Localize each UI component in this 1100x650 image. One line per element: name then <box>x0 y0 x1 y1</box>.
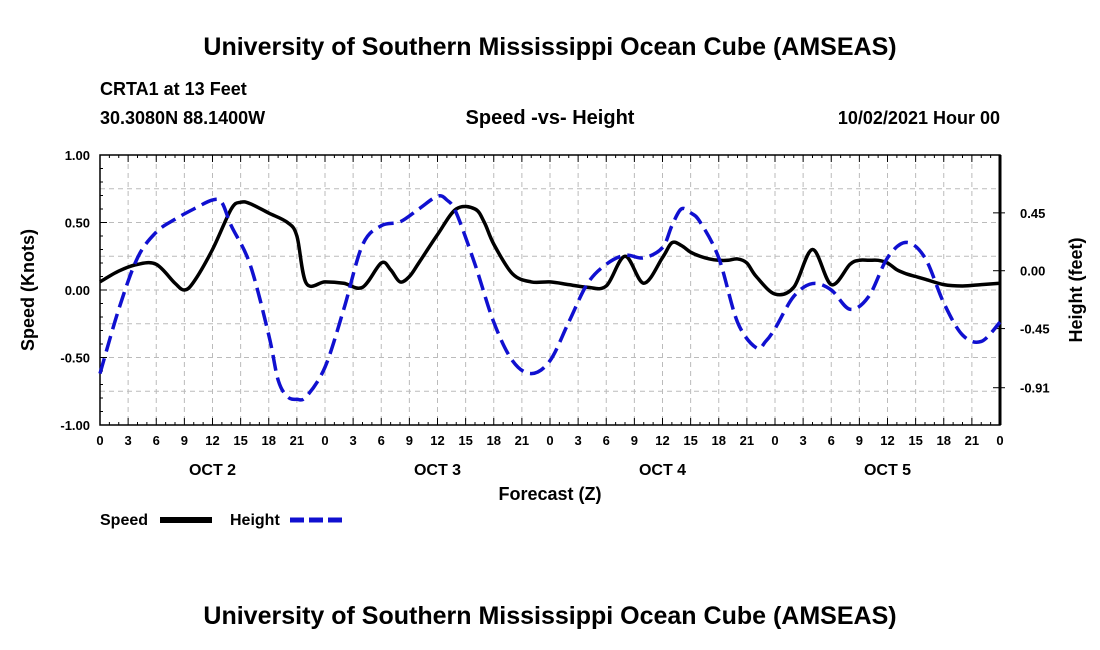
x-tick-label: 0 <box>321 433 328 448</box>
legend: Speed Height <box>100 512 342 529</box>
speed-series-line <box>99 200 1001 297</box>
x-tick-label: 3 <box>575 433 582 448</box>
x-tick-label: 18 <box>487 433 501 448</box>
y2-axis-label: Height (feet) <box>1066 238 1086 343</box>
chart-title: Speed -vs- Height <box>466 107 635 129</box>
x-tick-label: 15 <box>683 433 697 448</box>
y-tick-label: -0.50 <box>60 351 90 366</box>
footer-title: University of Southern Mississippi Ocean… <box>203 602 896 630</box>
x-tick-label: 15 <box>908 433 922 448</box>
forecast-datetime: 10/02/2021 Hour 00 <box>838 108 1000 128</box>
x-tick-label: 6 <box>153 433 160 448</box>
x-tick-label: 18 <box>712 433 726 448</box>
x-tick-label: 3 <box>125 433 132 448</box>
x-tick-label: 9 <box>406 433 413 448</box>
x-axis-label: Forecast (Z) <box>498 484 601 504</box>
x-tick-label: 15 <box>458 433 472 448</box>
height-series-line <box>98 193 1002 402</box>
grid-lines <box>100 155 1000 425</box>
y2-tick-label: 0.00 <box>1020 264 1045 279</box>
y-tick-label: 0.50 <box>65 216 90 231</box>
x-tick-label: 6 <box>828 433 835 448</box>
page-title: University of Southern Mississippi Ocean… <box>203 33 896 61</box>
x-tick-label: 21 <box>740 433 754 448</box>
y-tick-label: -1.00 <box>60 418 90 433</box>
legend-height-label: Height <box>230 512 280 529</box>
x-tick-label: 6 <box>603 433 610 448</box>
day-label: OCT 4 <box>639 462 686 479</box>
y-tick-label: 0.00 <box>65 283 90 298</box>
x-tick-label: 12 <box>655 433 669 448</box>
x-tick-label: 21 <box>965 433 979 448</box>
day-label: OCT 2 <box>189 462 236 479</box>
y-tick-label: 1.00 <box>65 148 90 163</box>
x-tick-label: 18 <box>937 433 951 448</box>
legend-speed-label: Speed <box>100 512 148 529</box>
data-series <box>98 193 1002 402</box>
axis-ticks: 0 3 6 9 12 15 18 21 0 3 6 9 12 15 18 21 0 3 6 9 12 15 18 21 0 3 6 9… <box>60 148 1049 479</box>
x-tick-label: 0 <box>996 433 1003 448</box>
x-tick-label: 12 <box>880 433 894 448</box>
x-tick-label: 18 <box>262 433 276 448</box>
station-label: CRTA1 at 13 Feet <box>100 79 247 99</box>
x-tick-label: 21 <box>515 433 529 448</box>
x-tick-label: 9 <box>856 433 863 448</box>
x-tick-label: 3 <box>350 433 357 448</box>
y2-tick-label: -0.91 <box>1020 381 1050 396</box>
x-tick-label: 6 <box>378 433 385 448</box>
x-tick-label: 21 <box>290 433 304 448</box>
x-tick-label: 9 <box>631 433 638 448</box>
station-coords: 30.3080N 88.1400W <box>100 108 265 128</box>
x-tick-label: 3 <box>800 433 807 448</box>
day-label: OCT 5 <box>864 462 911 479</box>
y2-tick-label: -0.45 <box>1020 322 1050 337</box>
x-tick-label: 0 <box>546 433 553 448</box>
day-label: OCT 3 <box>414 462 461 479</box>
x-tick-label: 12 <box>430 433 444 448</box>
y-axis-label: Speed (Knots) <box>18 229 38 351</box>
x-tick-label: 15 <box>233 433 247 448</box>
x-tick-label: 12 <box>205 433 219 448</box>
x-tick-label: 9 <box>181 433 188 448</box>
x-tick-label: 0 <box>96 433 103 448</box>
y2-tick-label: 0.45 <box>1020 206 1045 221</box>
x-tick-label: 0 <box>771 433 778 448</box>
